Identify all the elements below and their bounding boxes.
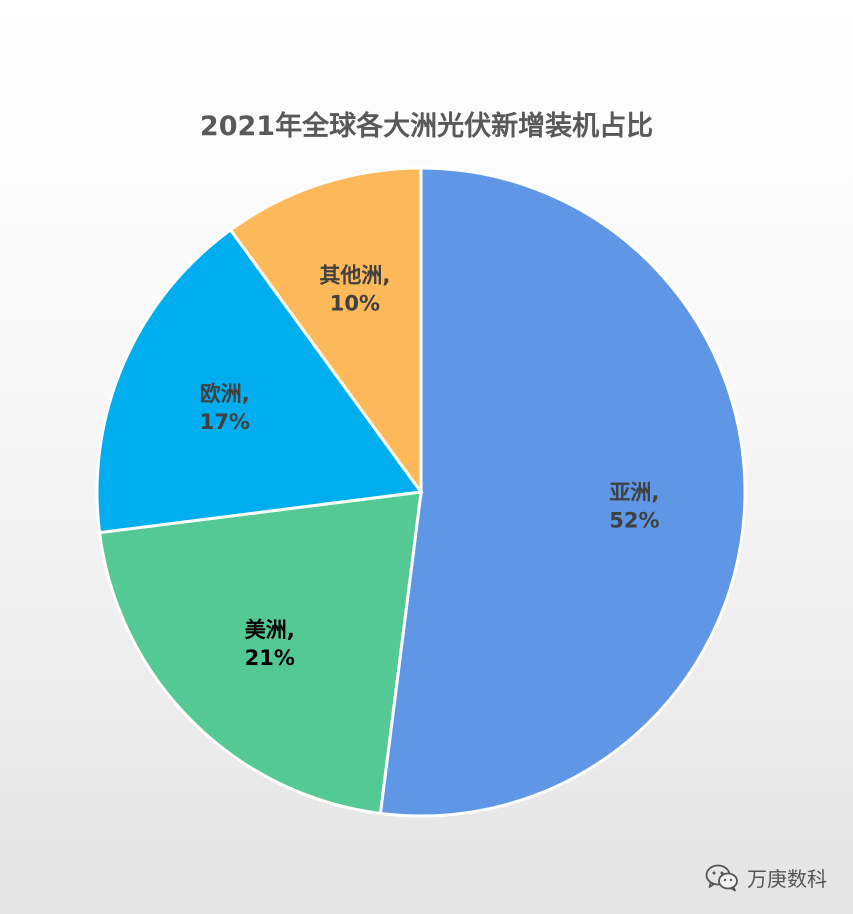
slice-label-0: 亚洲, 52% <box>609 480 659 532</box>
pie-slices <box>95 166 747 818</box>
wechat-icon <box>705 864 738 891</box>
slice-label-name-0: 亚洲, <box>609 480 659 504</box>
pie-slice-0 <box>378 166 747 818</box>
slice-label-value-1: 21% <box>245 646 295 670</box>
pie-labels: 亚洲, 52% 美洲, 21% 欧洲, 17% 其他洲, 10% <box>200 264 660 671</box>
watermark: 万庚数科 <box>705 863 827 892</box>
slice-label-name-1: 美洲, <box>245 618 295 642</box>
slice-label-name-3: 其他洲, <box>319 264 390 288</box>
slice-label-name-2: 欧洲, <box>200 382 250 406</box>
pie-slice-2 <box>95 227 424 535</box>
slice-label-1: 美洲, 21% <box>245 618 295 670</box>
slice-label-value-3: 10% <box>330 292 380 316</box>
chart-title: 2021年全球各大洲光伏新增装机占比 <box>199 111 654 142</box>
slice-label-2: 欧洲, 17% <box>200 382 250 434</box>
slice-label-3: 其他洲, 10% <box>319 264 390 316</box>
slice-label-value-2: 17% <box>200 410 250 434</box>
pie-slice-3 <box>228 166 423 497</box>
watermark-text: 万庚数科 <box>747 867 827 891</box>
pie-slice-1 <box>97 490 423 816</box>
slice-label-value-0: 52% <box>609 508 659 532</box>
